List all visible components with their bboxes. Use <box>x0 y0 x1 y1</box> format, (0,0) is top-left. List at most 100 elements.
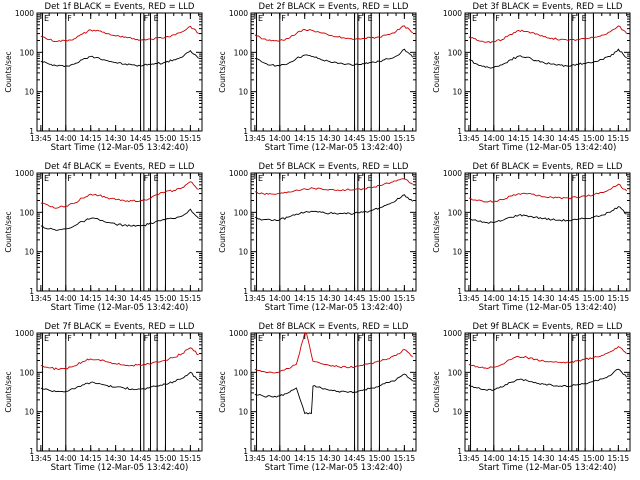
events-series-line <box>254 194 414 221</box>
x-tick-label: 14:00 <box>55 134 77 143</box>
x-tick-label: 15:00 <box>583 454 605 463</box>
event-marker-label: F <box>572 334 577 343</box>
x-tick-label: 14:45 <box>130 294 152 303</box>
y-axis-label: Counts/sec <box>4 211 13 252</box>
event-marker-label: F <box>572 14 577 23</box>
events-series-line <box>468 48 627 69</box>
y-tick-label: 100 <box>234 208 249 217</box>
y-tick-label: 100 <box>448 48 463 57</box>
event-marker-label: F <box>144 14 149 23</box>
y-tick-label: 1 <box>29 127 34 136</box>
x-tick-label: 14:15 <box>508 454 530 463</box>
x-tick-label: 14:45 <box>558 294 580 303</box>
panel-title: Det 7f BLACK = Events, RED = LLD <box>45 322 195 332</box>
x-tick-label: 14:15 <box>80 294 102 303</box>
panel-title: Det 3f BLACK = Events, RED = LLD <box>473 2 623 12</box>
y-tick-label: 10 <box>238 248 248 257</box>
event-marker-label: F <box>67 334 72 343</box>
x-tick-label: 13:45 <box>458 134 480 143</box>
x-tick-label: 14:00 <box>269 134 291 143</box>
event-marker-label: F <box>67 174 72 183</box>
y-tick-label: 1000 <box>229 9 248 18</box>
y-tick-label: 10 <box>452 408 462 417</box>
y-axis-label: Counts/sec <box>4 51 13 92</box>
event-marker-label: E <box>582 334 587 343</box>
x-tick-label: 13:45 <box>244 454 266 463</box>
panel-title: Det 6f BLACK = Events, RED = LLD <box>473 162 623 172</box>
y-axis-label: Counts/sec <box>432 371 441 412</box>
y-tick-label: 1000 <box>15 329 34 338</box>
x-tick-label: 13:45 <box>244 294 266 303</box>
event-marker-label: E <box>44 334 49 343</box>
events-series-line <box>40 50 200 68</box>
event-marker-label: E <box>258 334 263 343</box>
x-tick-label: 13:45 <box>244 134 266 143</box>
plot-frame <box>36 12 203 132</box>
x-tick-label: 14:45 <box>344 454 366 463</box>
x-tick-label: 13:45 <box>458 294 480 303</box>
y-tick-label: 100 <box>20 208 35 217</box>
x-tick-label: 15:15 <box>608 294 630 303</box>
event-marker-label: E <box>258 174 263 183</box>
events-series-line <box>254 48 414 67</box>
y-tick-label: 1000 <box>443 9 462 18</box>
y-tick-label: 1 <box>457 127 462 136</box>
x-tick-label: 14:15 <box>294 294 316 303</box>
y-tick-label: 100 <box>234 368 249 377</box>
event-marker-label: E <box>44 174 49 183</box>
event-marker-label: F <box>281 174 286 183</box>
event-marker-label: F <box>144 334 149 343</box>
events-series-line <box>40 208 200 231</box>
x-tick-label: 14:15 <box>294 134 316 143</box>
x-tick-label: 15:00 <box>155 134 177 143</box>
event-marker-label: E <box>154 334 159 343</box>
events-series-line <box>468 206 627 224</box>
y-tick-label: 1000 <box>229 329 248 338</box>
events-series-line <box>468 368 628 392</box>
x-tick-label: 15:15 <box>180 134 202 143</box>
event-marker-label: F <box>358 334 363 343</box>
y-tick-label: 10 <box>24 248 34 257</box>
x-axis-label: Start Time (12-Mar-05 13:42:40) <box>51 463 189 473</box>
plot-frame <box>250 172 417 292</box>
x-tick-label: 14:15 <box>294 454 316 463</box>
x-tick-label: 15:00 <box>583 294 605 303</box>
y-tick-label: 1000 <box>15 169 34 178</box>
event-marker-label: F <box>281 14 286 23</box>
lld-series-line <box>40 181 199 209</box>
x-tick-label: 15:15 <box>180 454 202 463</box>
y-tick-label: 10 <box>24 88 34 97</box>
event-marker-label: F <box>144 174 149 183</box>
lld-series-line <box>254 25 414 42</box>
y-tick-label: 10 <box>238 88 248 97</box>
y-tick-label: 1 <box>29 447 34 456</box>
x-axis-label: Start Time (12-Mar-05 13:42:40) <box>479 463 617 473</box>
event-marker-label: E <box>368 174 373 183</box>
x-tick-label: 14:00 <box>483 454 505 463</box>
x-tick-label: 14:30 <box>533 454 555 463</box>
panel-det-7: Det 7f BLACK = Events, RED = LLD 1 10 100 10… <box>4 322 203 473</box>
x-axis-label: Start Time (12-Mar-05 13:42:40) <box>479 143 617 153</box>
y-tick-label: 10 <box>24 408 34 417</box>
event-marker-label: F <box>67 14 72 23</box>
event-marker-label: E <box>368 334 373 343</box>
event-marker-label: F <box>495 334 500 343</box>
panel-det-4: Det 4f BLACK = Events, RED = LLD 1 10 100 10… <box>4 162 203 313</box>
x-tick-label: 14:15 <box>508 134 530 143</box>
event-marker-label: E <box>472 334 477 343</box>
y-tick-label: 10 <box>452 248 462 257</box>
lld-series-line <box>468 183 628 203</box>
y-axis-label: Counts/sec <box>4 371 13 412</box>
x-tick-label: 15:15 <box>394 454 416 463</box>
y-tick-label: 1 <box>457 447 462 456</box>
x-tick-label: 14:45 <box>344 134 366 143</box>
x-tick-label: 15:00 <box>583 134 605 143</box>
panel-title: Det 9f BLACK = Events, RED = LLD <box>473 322 623 332</box>
x-axis-label: Start Time (12-Mar-05 13:42:40) <box>51 303 189 313</box>
plot-frame <box>250 332 417 452</box>
x-tick-label: 13:45 <box>30 134 52 143</box>
y-axis-label: Counts/sec <box>218 371 227 412</box>
y-tick-label: 100 <box>20 48 35 57</box>
event-marker-label: F <box>358 174 363 183</box>
x-axis-label: Start Time (12-Mar-05 13:42:40) <box>479 303 617 313</box>
